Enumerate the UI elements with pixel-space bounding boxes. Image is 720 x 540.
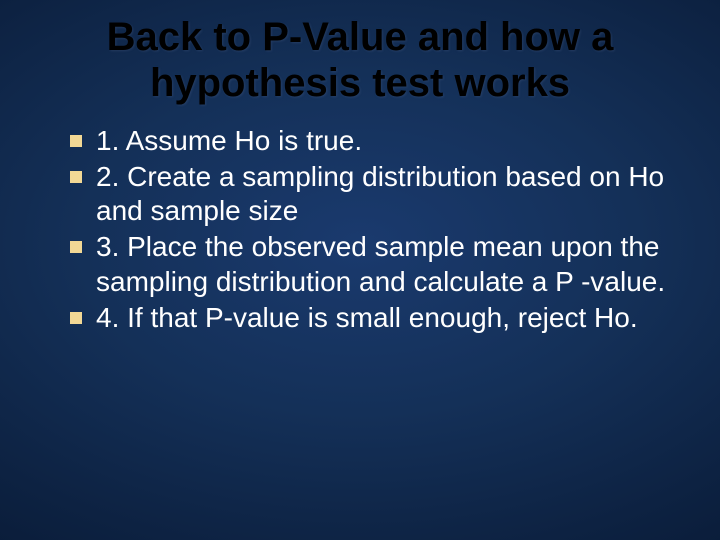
list-item-text: 2. Create a sampling distribution based … (96, 160, 680, 228)
list-item-text: 3. Place the observed sample mean upon t… (96, 230, 680, 298)
slide-title: Back to P-Value and how a hypothesis tes… (0, 0, 720, 106)
list-item: 3. Place the observed sample mean upon t… (70, 230, 680, 298)
square-bullet-icon (70, 312, 82, 324)
list-item: 1. Assume Ho is true. (70, 124, 680, 158)
square-bullet-icon (70, 171, 82, 183)
slide-body: 1. Assume Ho is true. 2. Create a sampli… (0, 106, 720, 335)
list-item-text: 1. Assume Ho is true. (96, 124, 680, 158)
list-item: 4. If that P-value is small enough, reje… (70, 301, 680, 335)
square-bullet-icon (70, 241, 82, 253)
square-bullet-icon (70, 135, 82, 147)
list-item-text: 4. If that P-value is small enough, reje… (96, 301, 680, 335)
slide: Back to P-Value and how a hypothesis tes… (0, 0, 720, 540)
list-item: 2. Create a sampling distribution based … (70, 160, 680, 228)
